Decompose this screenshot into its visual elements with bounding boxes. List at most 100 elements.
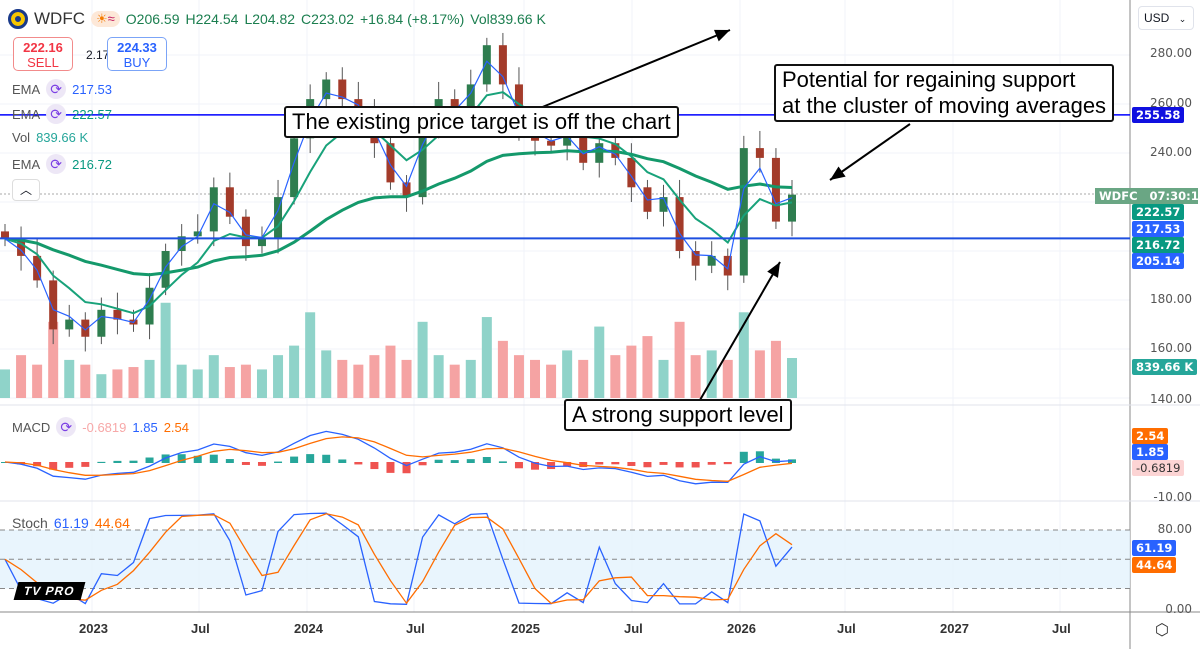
legend-macd[interactable]: MACD ⟳ -0.6819 1.85 2.54: [12, 417, 189, 437]
volume-bar: [722, 359, 733, 398]
time-axis-label: Jul: [191, 621, 210, 636]
volume-bar: [321, 350, 332, 398]
time-axis-label: 2027: [940, 621, 969, 636]
volume-bar: [546, 364, 557, 398]
macd-histogram-bar: [402, 462, 411, 474]
candle: [627, 157, 636, 188]
collapse-legend-button[interactable]: ︿: [12, 179, 40, 201]
settings-icon[interactable]: ⬡: [1155, 622, 1169, 639]
candle: [1, 231, 9, 239]
sell-label: SELL: [27, 55, 59, 70]
support-price-tag: 205.14: [1132, 253, 1185, 269]
stoch-d-line: [4, 513, 793, 605]
legend-stoch[interactable]: Stoch 61.19 44.64: [12, 515, 130, 531]
candle: [739, 148, 748, 276]
volume-bar: [16, 355, 27, 398]
vol-value: 839.66 K: [36, 130, 89, 145]
macd-histogram-bar: [257, 462, 266, 466]
stoch-axis-label: 80.00: [1157, 522, 1192, 536]
ohlc-low: L204.82: [244, 11, 296, 27]
ema-label: EMA: [12, 81, 41, 97]
volume-bar: [738, 312, 749, 398]
volume-bar: [353, 364, 364, 398]
volume-bar: [610, 355, 621, 398]
macd-histogram-bar: [418, 462, 427, 466]
macd-histogram-bar: [595, 462, 604, 465]
currency-select[interactable]: USD ⌄: [1138, 6, 1194, 30]
volume-bar: [80, 364, 91, 398]
ohlc-close: C223.02: [301, 11, 354, 27]
symbol-name[interactable]: WDFC: [34, 9, 85, 28]
macd-histogram-bar: [49, 462, 58, 470]
time-axis-label: 2025: [511, 621, 540, 636]
price-axis-label: 160.00: [1150, 341, 1192, 355]
volume-bar: [449, 364, 460, 398]
macd-signal-tag: 2.54: [1132, 428, 1169, 444]
macd-histogram-bar: [338, 459, 347, 463]
candle: [257, 238, 266, 247]
candle: [225, 187, 234, 217]
refresh-icon[interactable]: ⟳: [56, 417, 77, 437]
candle: [659, 197, 668, 212]
volume-bar: [144, 359, 155, 398]
macd-histogram-bar: [274, 461, 283, 463]
macd-histogram-bar: [514, 462, 523, 469]
macd-histogram-bar: [643, 462, 652, 468]
volume-bar: [594, 326, 605, 398]
annotation-regain-support: Potential for regaining support at the cl…: [774, 64, 1115, 122]
market-status-icon: ☀≈: [90, 11, 120, 27]
candle: [161, 251, 170, 288]
buy-button[interactable]: 224.33 BUY: [107, 37, 167, 71]
volume-bar: [128, 367, 139, 398]
volume-bar: [64, 359, 75, 398]
refresh-icon[interactable]: ⟳: [46, 104, 67, 124]
ema1-price-tag: 217.53: [1132, 221, 1185, 237]
price-axis-label: 180.00: [1150, 292, 1192, 306]
volume-bar: [642, 336, 653, 398]
macd-histogram-bar: [627, 462, 636, 466]
legend-ema-3[interactable]: EMA ⟳ 216.72: [12, 154, 112, 174]
volume-bar: [770, 340, 781, 398]
volume-bar: [0, 369, 10, 398]
arrow-head-icon: [714, 29, 730, 42]
candle: [466, 84, 475, 109]
ohlc-volume: Vol839.66 K: [470, 11, 546, 27]
stoch-band: [0, 530, 1130, 589]
volume-bar: [48, 321, 59, 398]
candle: [49, 280, 58, 330]
volume-bar: [562, 350, 573, 398]
time-axis-label: Jul: [1052, 621, 1071, 636]
stoch-k-value: 61.19: [53, 515, 89, 531]
refresh-icon[interactable]: ⟳: [46, 79, 67, 99]
legend-ema-2[interactable]: EMA ⟳ 222.57: [12, 104, 112, 124]
volume-bar: [578, 359, 589, 398]
ema-mid-line: [4, 91, 793, 315]
macd-histogram-bar: [113, 460, 122, 463]
macd-histogram-bar: [209, 454, 218, 463]
macd-axis-label: -10.00: [1153, 490, 1192, 504]
candle: [402, 182, 411, 198]
refresh-icon[interactable]: ⟳: [46, 154, 67, 174]
macd-histogram-bar: [579, 462, 588, 468]
macd-histogram-bar: [771, 458, 780, 463]
tag-symbol: WDFC: [1099, 189, 1138, 203]
legend-volume[interactable]: Vol 839.66 K: [12, 130, 88, 145]
macd-label: MACD: [12, 419, 51, 435]
ohlc-open: O206.59: [125, 11, 180, 27]
macd-histogram-bar: [161, 454, 170, 463]
macd-histogram-bar: [466, 459, 475, 463]
legend-ema-1[interactable]: EMA ⟳ 217.53: [12, 79, 112, 99]
macd-hist-tag: -0.6819: [1132, 460, 1185, 476]
sell-button[interactable]: 222.16 SELL: [13, 37, 73, 71]
macd-histogram-bar: [450, 460, 459, 463]
volume-bar: [176, 364, 187, 398]
bar-countdown: 07:30:11: [1149, 189, 1200, 203]
buy-label: BUY: [123, 55, 151, 70]
macd-tag: 1.85: [1132, 444, 1169, 460]
macd-line: [4, 430, 793, 485]
volume-tag: 839.66 K: [1132, 359, 1198, 375]
macd-histogram-bar: [611, 462, 620, 465]
ema-slow-line: [4, 149, 793, 277]
macd-histogram-bar: [129, 460, 138, 463]
macd-signal-value: 2.54: [163, 419, 189, 435]
